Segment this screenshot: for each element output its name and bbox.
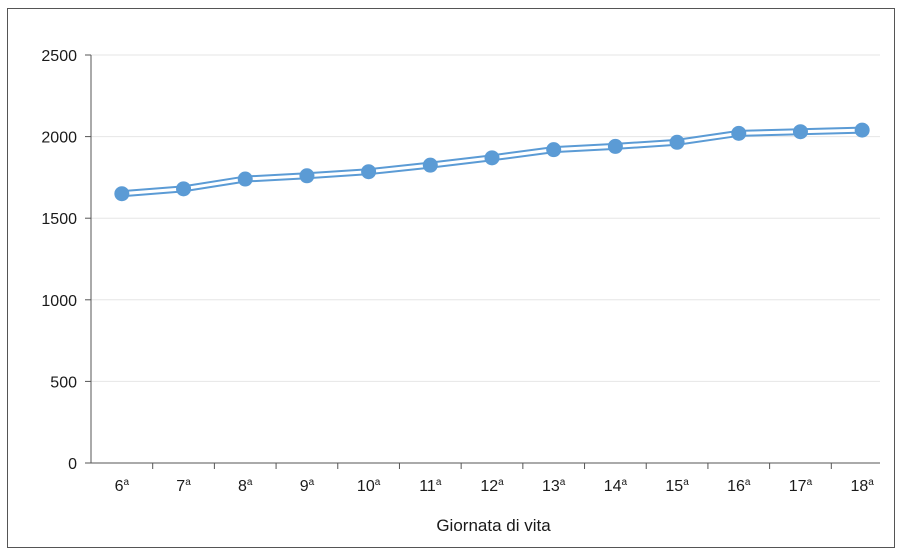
data-point bbox=[607, 138, 623, 154]
y-tick-label: 2500 bbox=[41, 48, 77, 65]
y-tick-label: 0 bbox=[68, 456, 77, 473]
y-axis: 0 500 1000 1500 2000 2500 bbox=[41, 48, 92, 473]
x-tick-label: 7a bbox=[176, 477, 191, 495]
x-tick-label: 8a bbox=[238, 477, 253, 495]
x-tick-label: 11a bbox=[419, 477, 442, 495]
data-point bbox=[114, 186, 130, 202]
data-point bbox=[176, 181, 192, 197]
data-point bbox=[237, 171, 253, 187]
y-tick-label: 500 bbox=[50, 374, 77, 391]
x-tick-label: 6a bbox=[115, 477, 130, 495]
series-markers bbox=[114, 122, 870, 202]
x-tick-label: 17a bbox=[789, 477, 813, 495]
data-point bbox=[792, 124, 808, 140]
data-point bbox=[669, 134, 685, 150]
x-tick-label: 14a bbox=[604, 477, 628, 495]
x-tick-label: 12a bbox=[480, 477, 504, 495]
x-tick-label: 10a bbox=[357, 477, 381, 495]
x-tick-label: 13a bbox=[542, 477, 566, 495]
y-tick-label: 1000 bbox=[41, 293, 77, 310]
y-tick-label: 1500 bbox=[41, 211, 77, 228]
x-axis: 6a 7a 8a 9a 10a 11a 12a 13a 14a 15a 16a 17a 18a bbox=[91, 462, 880, 495]
data-point bbox=[484, 150, 500, 166]
x-tick-label: 15a bbox=[665, 477, 689, 495]
x-axis-title: Giornata di vita bbox=[436, 516, 551, 535]
x-tick-label: 16a bbox=[727, 477, 751, 495]
data-point bbox=[854, 122, 870, 138]
gridlines bbox=[91, 54, 880, 382]
data-point bbox=[422, 157, 438, 173]
data-point bbox=[361, 164, 377, 180]
data-point bbox=[299, 168, 315, 184]
y-tick-label: 2000 bbox=[41, 130, 77, 147]
chart-frame bbox=[7, 8, 895, 548]
x-tick-label: 18a bbox=[850, 477, 874, 495]
data-point bbox=[731, 125, 747, 141]
x-tick-label: 9a bbox=[300, 477, 315, 495]
data-point bbox=[546, 142, 562, 158]
